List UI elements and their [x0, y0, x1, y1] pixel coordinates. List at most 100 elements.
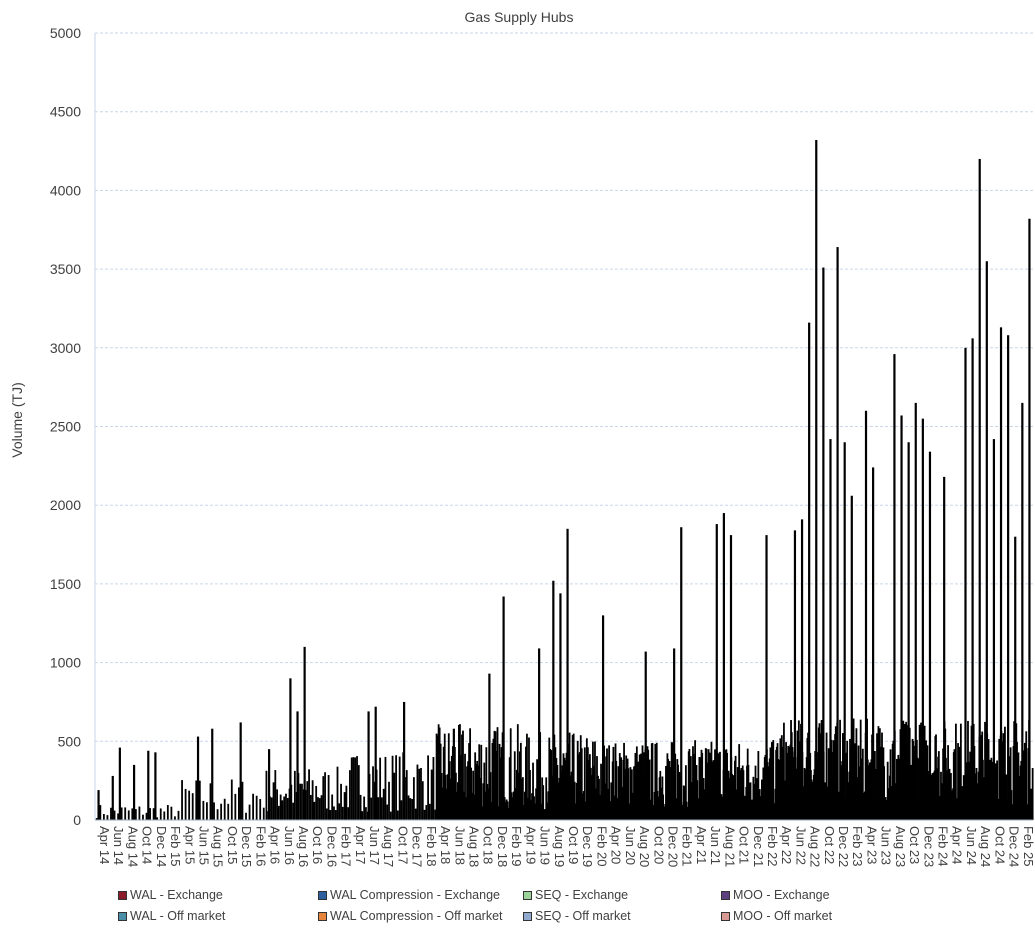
bar	[206, 802, 208, 820]
legend-item: WAL Compression - Off market	[318, 907, 503, 925]
bar	[597, 775, 599, 820]
bar	[163, 811, 166, 820]
bar	[347, 807, 350, 820]
bar	[252, 793, 255, 820]
bar	[350, 757, 353, 820]
bar	[315, 785, 318, 820]
bar-peak	[808, 322, 811, 820]
bar	[306, 781, 309, 820]
bar	[227, 803, 230, 820]
bar	[484, 791, 487, 820]
bar	[412, 777, 415, 820]
bar-peak	[97, 790, 100, 820]
legend-label: WAL Compression - Off market	[330, 909, 503, 923]
bar	[506, 801, 509, 820]
bar	[449, 778, 452, 820]
bar	[500, 747, 503, 820]
bar	[542, 785, 545, 820]
bar	[95, 818, 98, 820]
bar	[384, 756, 387, 820]
bar-peak	[1014, 536, 1017, 820]
bar	[131, 808, 134, 820]
bar	[476, 760, 479, 820]
bar	[357, 765, 360, 820]
bar	[547, 791, 550, 820]
bar	[490, 802, 493, 820]
bar	[320, 795, 323, 820]
bar	[533, 796, 535, 820]
bar	[434, 809, 437, 820]
bar	[458, 724, 460, 820]
y-tick-label: 500	[58, 733, 82, 749]
bar	[377, 797, 380, 820]
bar	[439, 743, 442, 820]
legend-swatch	[318, 911, 327, 921]
legend-item: WAL - Off market	[118, 907, 225, 925]
bar	[301, 783, 303, 820]
x-tick-label: Aug 16	[296, 826, 311, 867]
bar	[854, 743, 856, 820]
x-tick-label: Apr 15	[182, 826, 197, 864]
bar	[468, 743, 470, 820]
bar	[349, 770, 351, 820]
bar	[445, 788, 448, 820]
bar	[418, 768, 421, 820]
bar	[757, 751, 760, 820]
bar	[473, 794, 476, 820]
bar	[191, 793, 194, 820]
bar	[483, 762, 486, 820]
bar-peak	[303, 646, 306, 820]
bar-peak	[914, 402, 917, 820]
bar	[423, 809, 426, 820]
bar	[504, 801, 507, 820]
bar	[536, 759, 538, 820]
bar	[142, 814, 144, 820]
bar	[281, 800, 284, 820]
bar	[579, 735, 582, 820]
bar	[515, 769, 518, 820]
bar	[521, 777, 524, 820]
bar	[436, 735, 439, 820]
bar	[395, 755, 398, 820]
bar-peak	[907, 442, 910, 820]
bar	[379, 757, 382, 820]
bar	[265, 770, 268, 820]
bar	[396, 810, 399, 820]
bar-peak	[765, 535, 768, 820]
bar	[372, 766, 374, 820]
bar	[518, 751, 521, 820]
bar	[482, 783, 485, 820]
bar	[572, 733, 575, 820]
bar	[526, 733, 528, 820]
bar	[1009, 747, 1012, 820]
x-tick-label: Apr 20	[609, 826, 624, 864]
bar	[322, 776, 325, 820]
x-tick-label: Feb 24	[936, 826, 951, 866]
bar-peak	[118, 747, 121, 820]
bar	[352, 757, 355, 820]
bar	[584, 801, 587, 820]
bar-peak	[900, 415, 903, 820]
bar	[120, 807, 123, 820]
bar	[496, 727, 499, 820]
bar	[195, 780, 198, 820]
bar	[497, 806, 500, 820]
bar	[640, 753, 643, 820]
bar	[855, 728, 858, 820]
bar	[365, 807, 367, 820]
bar	[548, 737, 551, 820]
bar	[471, 792, 474, 820]
bar	[923, 725, 926, 820]
bar	[881, 732, 883, 820]
bar	[341, 806, 344, 820]
bar	[527, 797, 529, 820]
bar	[629, 767, 632, 820]
bar	[223, 798, 226, 820]
bar	[883, 766, 886, 820]
bar	[343, 792, 346, 820]
bar	[590, 767, 592, 820]
bar	[134, 809, 137, 820]
bar	[544, 809, 547, 820]
legend-label: WAL Compression - Exchange	[330, 888, 500, 902]
